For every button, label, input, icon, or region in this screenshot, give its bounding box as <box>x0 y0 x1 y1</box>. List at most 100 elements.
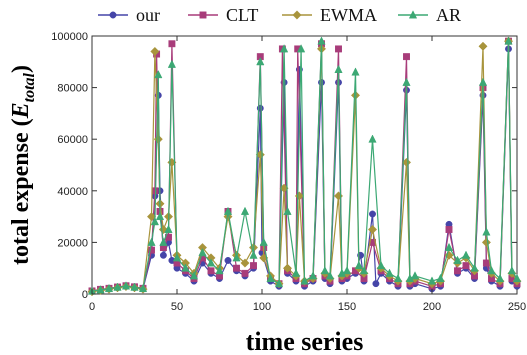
data-point-ar <box>121 281 131 290</box>
data-point-ewma <box>478 41 488 51</box>
data-point-ar <box>215 266 224 275</box>
data-point-clt <box>462 262 470 270</box>
data-point-our <box>224 257 232 264</box>
data-point-clt <box>482 259 490 267</box>
data-point-ar <box>296 44 306 53</box>
data-point-ar <box>342 266 352 275</box>
data-point-ar <box>232 253 241 262</box>
x-tick-label: 100 <box>253 301 271 313</box>
data-point-ar <box>320 266 330 275</box>
y-axis-title-main: total expense ( <box>8 118 34 265</box>
data-point-ar <box>376 260 386 270</box>
data-point-ar <box>507 266 517 275</box>
data-point-ar <box>482 227 491 236</box>
legend: our CLT EWMA AR <box>98 5 461 25</box>
plot-area: 0 50 100 150 200 250 0 20000 40000 60000 80000 100… <box>51 31 526 313</box>
x-axis-title: time series <box>246 327 364 355</box>
data-point-ar <box>130 282 139 291</box>
data-point-ar <box>487 266 496 275</box>
data-point-ar <box>279 44 289 53</box>
data-point-ar <box>354 260 364 270</box>
legend-label: EWMA <box>320 5 377 25</box>
data-point-ar <box>240 206 250 215</box>
data-point-ar <box>325 271 335 280</box>
x-tick-label: 150 <box>338 301 356 313</box>
x-tick-label: 0 <box>89 301 95 313</box>
data-point-clt <box>454 267 461 275</box>
legend-item-our: our <box>98 5 160 25</box>
legend-label: our <box>136 5 160 25</box>
data-point-ar <box>368 134 377 143</box>
data-point-ar <box>206 258 216 267</box>
x-tick-label: 250 <box>508 301 526 313</box>
data-point-ar <box>155 211 165 221</box>
legend-item-ewma: EWMA <box>282 5 377 25</box>
data-point-ewma <box>240 258 250 268</box>
data-point-clt <box>207 267 215 275</box>
data-point-ar <box>104 283 114 293</box>
data-point-clt <box>403 53 410 61</box>
y-axis-ticks: 0 20000 40000 60000 80000 100000 <box>51 31 517 301</box>
data-point-clt <box>148 246 155 254</box>
data-point-ar <box>334 64 343 73</box>
legend-marker <box>199 11 207 19</box>
data-point-ar <box>470 263 479 272</box>
data-point-ar <box>308 271 318 280</box>
data-point-ar <box>138 283 148 293</box>
data-point-ewma <box>367 224 378 235</box>
data-point-ar <box>444 242 454 252</box>
y-axis-title-close: ) <box>8 65 34 73</box>
data-point-ar <box>223 206 233 215</box>
data-point-ar <box>189 271 199 280</box>
data-point-ar <box>181 263 190 272</box>
legend-item-clt: CLT <box>188 5 258 25</box>
data-point-ar <box>159 237 168 246</box>
data-point-ar <box>478 77 488 86</box>
data-point-ar <box>495 273 505 282</box>
data-point-ewma <box>333 191 344 201</box>
data-point-ewma <box>401 157 412 167</box>
data-point-ar <box>291 268 301 277</box>
data-point-ewma <box>481 237 491 247</box>
data-point-ar <box>393 273 403 282</box>
data-point-ar <box>198 247 207 257</box>
data-point-clt <box>241 269 249 277</box>
legend-label: CLT <box>226 5 258 25</box>
data-point-ar <box>283 206 292 215</box>
legend-marker <box>408 10 418 19</box>
data-point-ar <box>150 217 160 226</box>
data-point-ewma <box>150 46 160 57</box>
data-point-ar <box>259 237 268 246</box>
data-point-ar <box>164 224 173 233</box>
data-point-ar <box>113 282 122 291</box>
y-tick-label: 100000 <box>51 31 88 43</box>
y-axis-title: total expense (Etotal) <box>8 65 38 265</box>
data-point-clt <box>445 226 453 233</box>
legend-marker <box>292 10 302 20</box>
data-point-ar <box>256 57 265 66</box>
x-tick-label: 200 <box>423 301 441 313</box>
data-point-ar <box>172 253 182 262</box>
y-tick-label: 20000 <box>57 237 88 249</box>
data-point-clt <box>233 264 240 272</box>
y-axis-title-sub: total <box>21 72 38 102</box>
data-point-ar <box>351 67 360 76</box>
y-axis-title-var: E <box>8 102 34 119</box>
data-point-our <box>372 280 380 288</box>
data-point-ar <box>154 69 163 79</box>
plot-frame <box>91 35 518 295</box>
data-point-ar <box>167 59 177 68</box>
y-tick-label: 60000 <box>57 134 88 146</box>
data-point-ar <box>410 271 420 280</box>
data-point-ar <box>317 36 326 45</box>
y-tick-label: 40000 <box>57 186 88 198</box>
data-point-ar <box>300 276 309 285</box>
data-point-our <box>369 210 376 218</box>
data-point-ar <box>266 273 275 282</box>
data-point-clt <box>168 40 176 48</box>
data-point-ewma <box>282 263 293 273</box>
legend-item-ar: AR <box>398 5 461 25</box>
data-point-ar <box>274 278 284 288</box>
data-point-clt <box>335 45 342 53</box>
